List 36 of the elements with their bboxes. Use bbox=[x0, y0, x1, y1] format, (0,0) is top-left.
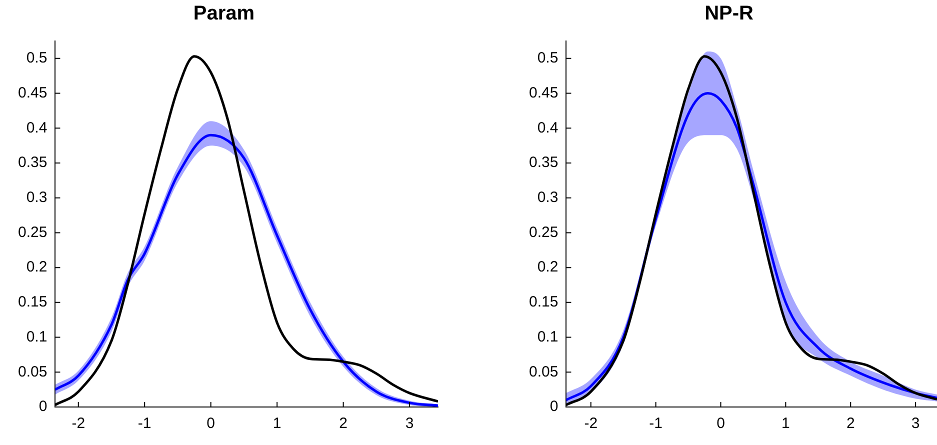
y-tick-label: 0.1 bbox=[26, 328, 48, 346]
y-tick-label: 0.4 bbox=[26, 119, 48, 136]
x-tick-label: 3 bbox=[405, 415, 414, 432]
x-tick-label: 1 bbox=[272, 415, 282, 432]
x-tick-label: 0 bbox=[206, 415, 216, 432]
y-tick-label: 0.4 bbox=[537, 119, 558, 136]
x-tick-label: -1 bbox=[649, 415, 662, 432]
y-tick-label: 0.3 bbox=[26, 189, 48, 206]
x-tick-label: 2 bbox=[339, 415, 348, 432]
y-tick-label: 0.15 bbox=[18, 294, 48, 311]
x-tick-label: 1 bbox=[782, 415, 790, 432]
y-tick-label: 0.25 bbox=[18, 224, 48, 241]
y-tick-label: 0 bbox=[550, 398, 558, 416]
y-tick-label: 0.35 bbox=[528, 154, 558, 172]
y-tick-label: 0.25 bbox=[528, 224, 558, 241]
chart-title: Param bbox=[193, 2, 255, 25]
y-tick-label: 0.5 bbox=[26, 50, 48, 67]
y-tick-label: 0.05 bbox=[18, 363, 48, 380]
y-tick-label: 0.45 bbox=[18, 84, 48, 102]
y-tick-label: 0.2 bbox=[26, 258, 48, 276]
x-tick-label: 2 bbox=[846, 415, 855, 432]
x-tick-label: -2 bbox=[72, 415, 86, 432]
y-tick-label: 0.15 bbox=[528, 294, 558, 311]
x-tick-label: 3 bbox=[911, 415, 920, 432]
x-tick-label: 0 bbox=[716, 415, 725, 432]
x-tick-label: -1 bbox=[138, 415, 152, 432]
y-tick-label: 0.05 bbox=[528, 363, 558, 380]
x-tick-label: -2 bbox=[584, 415, 598, 432]
y-tick-label: 0.1 bbox=[537, 328, 558, 346]
y-tick-label: 0.3 bbox=[537, 189, 558, 206]
y-tick-label: 0 bbox=[38, 398, 48, 416]
chart-title: NP-R bbox=[704, 2, 754, 25]
y-tick-label: 0.5 bbox=[537, 50, 558, 67]
y-tick-label: 0.45 bbox=[528, 84, 558, 102]
y-tick-label: 0.2 bbox=[537, 258, 558, 276]
y-tick-label: 0.35 bbox=[18, 154, 48, 172]
